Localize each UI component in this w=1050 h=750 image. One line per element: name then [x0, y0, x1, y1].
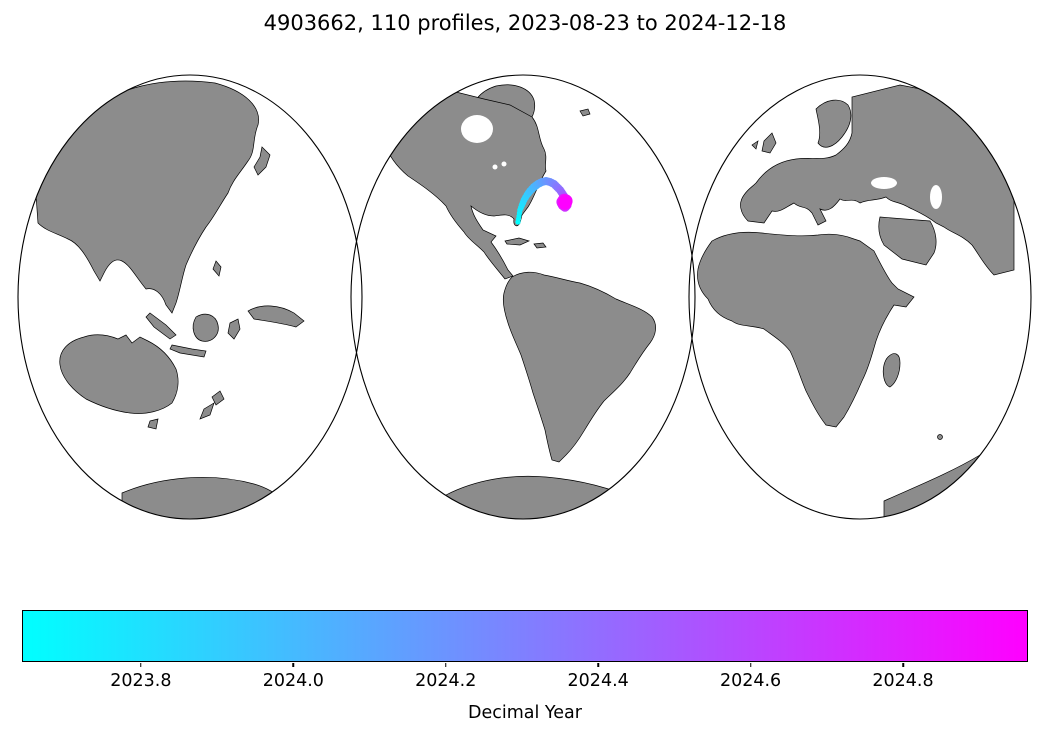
- colorbar-tick-label: 2023.8: [110, 671, 172, 691]
- continent-africa: [697, 231, 915, 428]
- island-sumatra: [145, 312, 177, 340]
- islands-philippines: [212, 260, 222, 277]
- float-trajectory: [515, 177, 573, 225]
- colorbar-tick-mark: [749, 663, 752, 667]
- colorbar-tick-label: 2024.4: [567, 671, 629, 691]
- island-cuba: [504, 237, 531, 246]
- continent-south-america: [502, 271, 656, 463]
- islands-new-zealand: [199, 390, 225, 420]
- colorbar-ticks: 2023.8 2024.0 2024.2 2024.4 2024.6 2024.8: [22, 663, 1028, 699]
- arabian-peninsula: [878, 216, 937, 266]
- island-iceland: [579, 108, 591, 117]
- colorbar-tick-mark: [597, 663, 599, 667]
- island-hispaniola: [533, 242, 547, 249]
- map-lobe-right: [697, 84, 1015, 519]
- islands-japan: [253, 146, 271, 176]
- colorbar-tick-mark: [902, 663, 904, 667]
- island-madagascar: [882, 353, 901, 388]
- hudson-bay: [461, 115, 493, 143]
- colorbar-axis-label: Decimal Year: [468, 703, 582, 723]
- plot-title: 4903662, 110 profiles, 2023-08-23 to 202…: [263, 11, 787, 35]
- great-lake: [492, 164, 498, 170]
- continent-north-america: [381, 90, 547, 280]
- island-borneo: [192, 313, 219, 342]
- map-outlines: [17, 74, 1032, 520]
- map-lobe-middle: [381, 84, 656, 519]
- island-tasmania: [147, 418, 159, 430]
- world-map: [17, 74, 1032, 520]
- island-java: [169, 344, 207, 358]
- colorbar-tick-mark: [444, 663, 447, 667]
- continent-australia: [59, 334, 179, 414]
- lobe-middle-outline: [350, 74, 696, 520]
- colorbar-tick-mark: [292, 663, 295, 667]
- colorbar-tick-mark: [140, 663, 142, 667]
- island-great-britain: [761, 132, 777, 154]
- colorbar-tick-label: 2024.2: [415, 671, 477, 691]
- island-sulawesi: [227, 318, 241, 340]
- scandinavia: [815, 99, 852, 148]
- island-new-guinea: [247, 305, 305, 328]
- great-lake: [501, 161, 507, 167]
- colorbar-tick-label: 2024.8: [872, 671, 934, 691]
- map-lobe-left: [35, 80, 305, 519]
- lobe-left-outline: [17, 74, 363, 520]
- continent-asia: [35, 80, 259, 314]
- black-sea: [871, 177, 897, 189]
- caspian-sea: [930, 185, 942, 209]
- island-ireland: [751, 140, 759, 150]
- lobe-right-outline: [688, 74, 1032, 520]
- colorbar-tick-label: 2024.6: [719, 671, 782, 691]
- profile-marker: [558, 196, 572, 210]
- small-island: [937, 434, 943, 440]
- colorbar-tick-label: 2024.0: [262, 671, 324, 691]
- colorbar-gradient: [22, 610, 1028, 662]
